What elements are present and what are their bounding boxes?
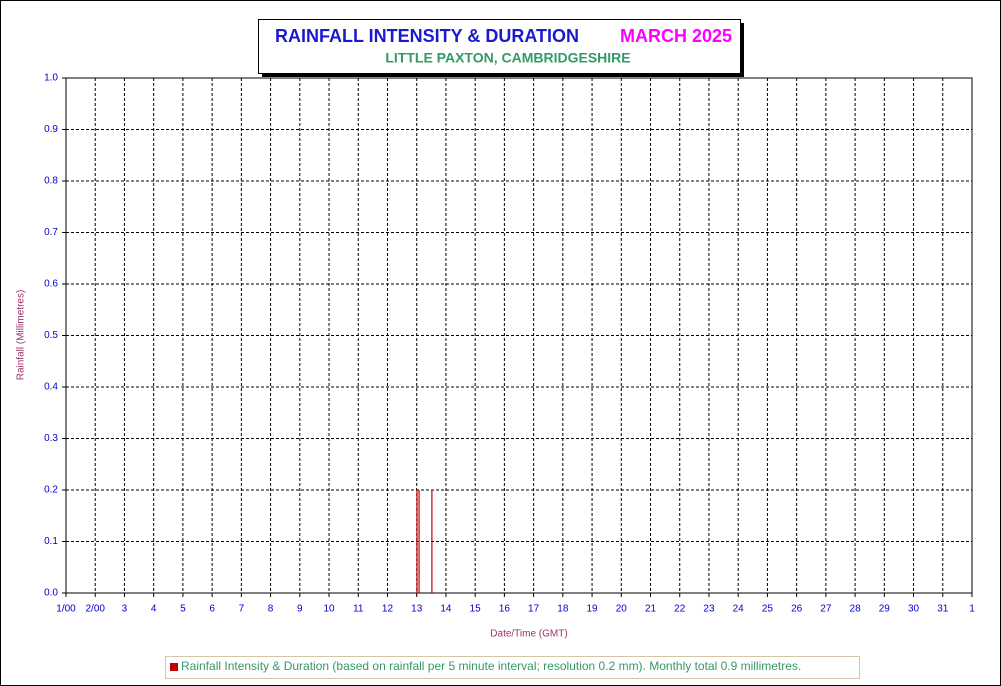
- y-tick-label: 0.4: [44, 382, 58, 393]
- legend-swatch: [170, 663, 178, 671]
- x-axis-label: Date/Time (GMT): [490, 629, 567, 640]
- x-tick-label: 9: [297, 604, 303, 615]
- x-tick-label: 26: [791, 604, 803, 615]
- x-tick-label: 22: [674, 604, 686, 615]
- x-tick-label: 5: [180, 604, 186, 615]
- y-tick-label: 0.1: [44, 536, 58, 547]
- x-tick-label: 4: [151, 604, 157, 615]
- y-tick-label: 0.5: [44, 330, 58, 341]
- x-tick-label: 23: [703, 604, 715, 615]
- x-tick-label: 15: [470, 604, 482, 615]
- x-tick-label: 1/00: [56, 604, 76, 615]
- x-tick-label: 25: [762, 604, 774, 615]
- y-axis-label: Rainfall (Millimetres): [16, 290, 27, 381]
- legend-label: Rainfall Intensity & Duration (based on …: [181, 659, 801, 673]
- x-tick-label: 6: [209, 604, 215, 615]
- x-tick-label: 16: [499, 604, 511, 615]
- x-tick-label: 24: [733, 604, 745, 615]
- x-tick-label: 17: [528, 604, 540, 615]
- chart-title: RAINFALL INTENSITY & DURATION: [275, 26, 579, 46]
- plot-frame: [65, 77, 973, 594]
- x-tick-label: 3: [122, 604, 128, 615]
- x-tick-label: 18: [557, 604, 569, 615]
- x-tick-label: 11: [353, 604, 364, 615]
- y-tick-label: 0.8: [44, 176, 58, 187]
- x-tick-label: 10: [323, 604, 335, 615]
- x-tick-label: 29: [879, 604, 891, 615]
- x-tick-label: 21: [645, 604, 657, 615]
- x-tick-label: 2/00: [85, 604, 105, 615]
- y-tick-label: 0.9: [44, 124, 58, 135]
- x-tick-label: 8: [268, 604, 274, 615]
- x-tick-label: 19: [587, 604, 599, 615]
- y-tick-label: 0.0: [44, 588, 58, 599]
- y-tick-label: 1.0: [44, 73, 58, 84]
- y-tick-label: 0.3: [44, 433, 58, 444]
- x-tick-label: 27: [820, 604, 832, 615]
- x-tick-label: 14: [440, 604, 452, 615]
- title-box: [258, 19, 741, 74]
- x-tick-label: 12: [382, 604, 394, 615]
- legend-box: [165, 656, 860, 679]
- chart-period: MARCH 2025: [620, 26, 732, 46]
- x-tick-label: 20: [616, 604, 628, 615]
- x-tick-label: 13: [411, 604, 423, 615]
- x-tick-label: 30: [908, 604, 920, 615]
- y-tick-label: 0.6: [44, 279, 58, 290]
- chart-subtitle: LITTLE PAXTON, CAMBRIDGESHIRE: [385, 50, 630, 66]
- y-tick-label: 0.2: [44, 485, 58, 496]
- x-tick-label: 28: [850, 604, 862, 615]
- x-tick-label: 1: [969, 604, 975, 615]
- x-tick-label: 7: [239, 604, 245, 615]
- x-tick-label: 31: [937, 604, 949, 615]
- y-tick-label: 0.7: [44, 227, 58, 238]
